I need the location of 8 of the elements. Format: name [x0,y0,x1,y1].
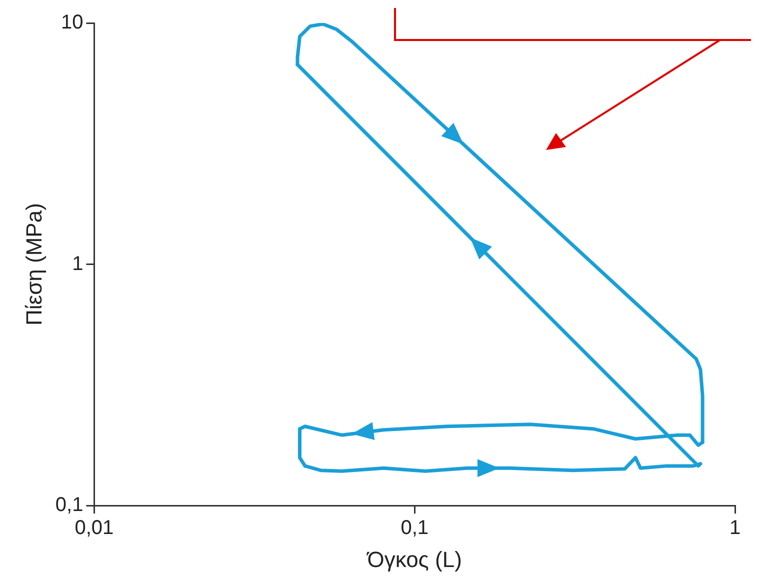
y-tick-label: 0,1 [55,494,84,516]
x-axis-title: Όγκος (L) [366,546,462,572]
x-tick-label: 0,1 [400,517,429,540]
y-tick-label: 1 [72,252,84,275]
x-tick-label: 1 [729,517,741,540]
x-tick-label: 0,01 [74,517,114,540]
y-axis-title: Πίεση (MPa) [21,203,46,326]
y-tick-label: 10 [60,12,84,34]
